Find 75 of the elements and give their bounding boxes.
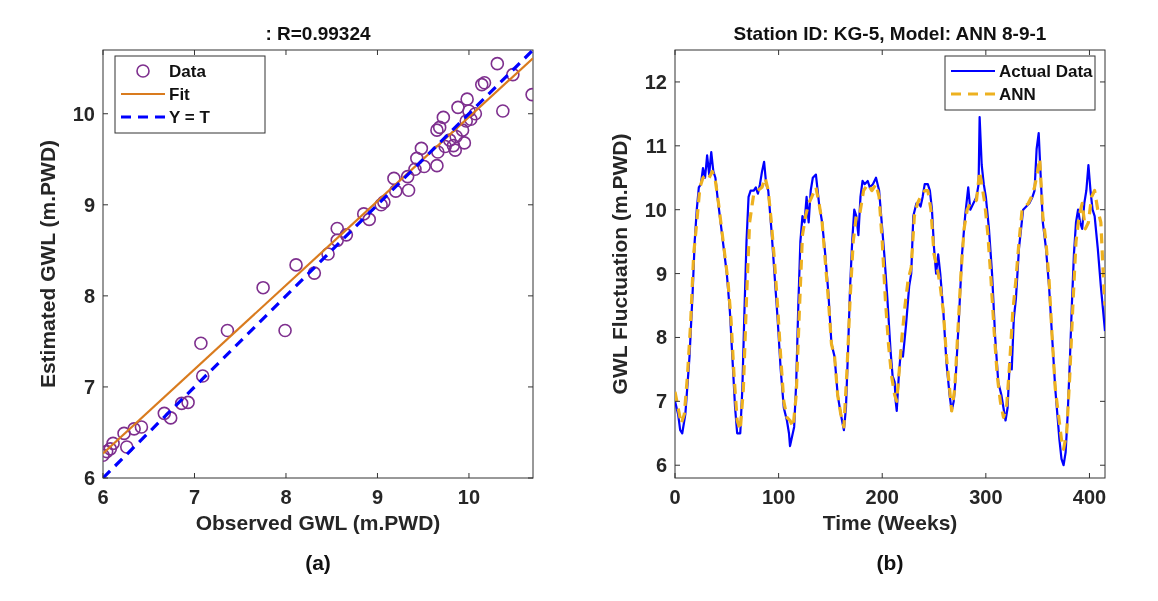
- y-tick-label: 12: [644, 70, 667, 93]
- point: [468, 106, 483, 121]
- x-tick-label: 6: [97, 486, 109, 508]
- point: [400, 169, 415, 184]
- x-axis-title: Observed GWL (m.PWD): [195, 511, 441, 534]
- x-tick-label: 9: [371, 486, 384, 508]
- point: [362, 212, 377, 227]
- y-tick-label: 7: [655, 390, 667, 413]
- point: [195, 369, 210, 383]
- y-tick-label: 11: [645, 134, 667, 157]
- x-tick-label: 7: [188, 486, 201, 508]
- point: [442, 133, 457, 147]
- x-tick-label: 100: [761, 486, 796, 508]
- y-tick-label: 6: [83, 467, 95, 489]
- point: [436, 110, 451, 125]
- legend-label: Fit: [169, 84, 191, 104]
- chart-title: : R=0.99324: [265, 23, 371, 44]
- point: [506, 67, 520, 82]
- point: [339, 228, 354, 242]
- point: [459, 114, 474, 128]
- point: [414, 141, 429, 156]
- y-tick-label: 8: [655, 326, 667, 349]
- point: [103, 442, 118, 456]
- point: [401, 183, 416, 198]
- point: [446, 138, 461, 153]
- legend-label: Y = T: [169, 107, 211, 127]
- point: [174, 396, 189, 411]
- x-axis-title: Time (Weeks): [822, 511, 958, 534]
- x-tick-label: 300: [969, 486, 1003, 508]
- point: [220, 323, 235, 338]
- text: (b): [876, 551, 904, 574]
- point: [278, 323, 292, 338]
- point: [457, 136, 472, 150]
- point: [157, 406, 172, 421]
- y-axis-title: GWL Fluctuation (m.PWD): [608, 133, 631, 395]
- point: [181, 395, 195, 410]
- point: [256, 280, 270, 295]
- y-tick-label: 9: [655, 262, 667, 285]
- y-tick-label: 10: [644, 198, 667, 221]
- legend-label: Data: [169, 61, 207, 81]
- point: [448, 143, 463, 157]
- y-tick-label: 9: [83, 193, 95, 216]
- x-tick-label: 200: [865, 486, 899, 508]
- x-tick-label: 8: [280, 486, 292, 508]
- point: [496, 104, 510, 118]
- point: [307, 266, 322, 280]
- line-series: [675, 115, 1105, 467]
- point: [460, 92, 474, 106]
- point: [134, 420, 149, 434]
- legend-label: Actual Data: [999, 61, 1094, 81]
- point: [330, 233, 345, 248]
- point: [388, 184, 403, 198]
- point: [106, 436, 120, 451]
- legend-label: ANN: [999, 84, 1036, 104]
- x-tick-label: 0: [669, 486, 681, 508]
- x-tick-label: 10: [457, 486, 481, 508]
- point: [127, 422, 141, 436]
- chart-title: Station ID: KG-5, Model: ANN 8-9-1: [733, 23, 1047, 44]
- point: [117, 426, 131, 441]
- point: [430, 158, 444, 173]
- x-tick-label: 400: [1072, 486, 1107, 508]
- text: (a): [305, 551, 331, 574]
- point: [356, 207, 371, 221]
- y-tick-label: 6: [655, 454, 667, 477]
- point: [462, 104, 476, 118]
- point: [194, 336, 208, 351]
- y-tick-label: 8: [83, 284, 95, 307]
- point: [330, 221, 345, 236]
- y-axis-title: Estimated GWL (m.PWD): [36, 139, 59, 389]
- y-tick-label: 10: [72, 102, 95, 125]
- point: [451, 100, 465, 115]
- y-tick-label: 7: [83, 375, 95, 398]
- point: [289, 258, 303, 272]
- point: [408, 162, 422, 177]
- point: [490, 56, 505, 71]
